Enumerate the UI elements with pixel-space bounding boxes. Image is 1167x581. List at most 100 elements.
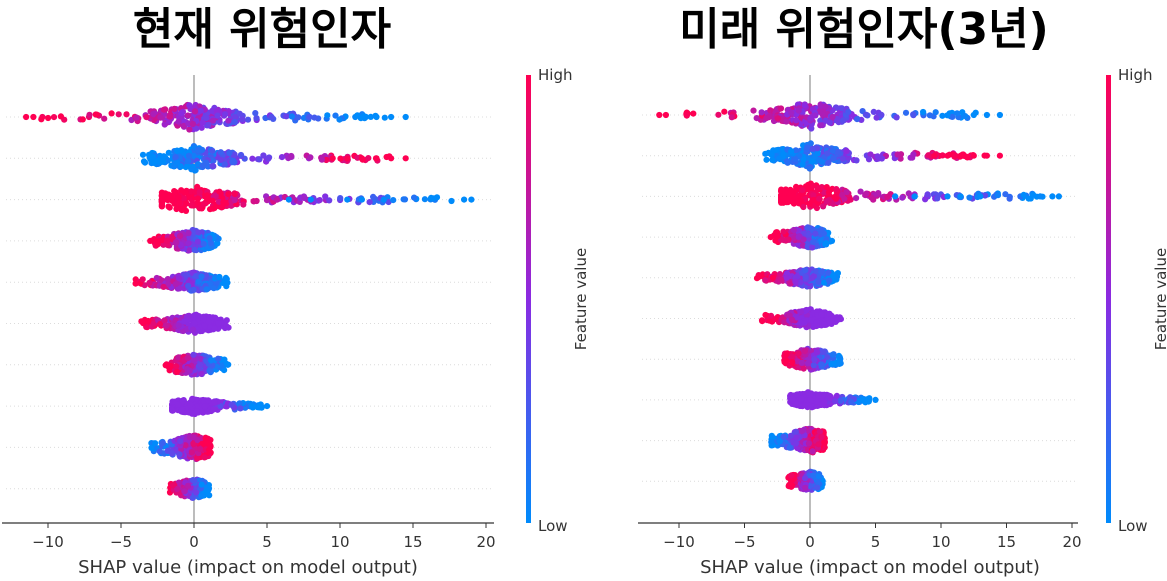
shap-point <box>123 111 130 118</box>
shap-point <box>157 320 164 328</box>
shap-point <box>354 112 361 119</box>
shap-point <box>788 109 795 116</box>
shap-point <box>878 111 885 118</box>
shap-point <box>181 318 188 325</box>
shap-point <box>160 283 167 290</box>
shap-point <box>169 450 176 457</box>
shap-point <box>326 197 333 204</box>
shap-point <box>221 356 228 363</box>
shap-point <box>204 408 211 415</box>
shap-point <box>925 152 932 159</box>
colorbar-high-label: High <box>538 66 572 84</box>
shap-point <box>172 154 179 161</box>
shap-point <box>402 155 409 162</box>
shap-point <box>201 403 209 410</box>
shap-point <box>862 111 870 118</box>
shap-point <box>268 113 275 120</box>
shap-point <box>839 191 846 199</box>
shap-point <box>197 107 204 114</box>
shap-point <box>221 161 228 168</box>
colorbar <box>526 75 531 523</box>
shap-point <box>358 196 365 203</box>
shap-point <box>853 116 861 123</box>
shap-point <box>159 440 166 447</box>
shap-point <box>792 156 799 163</box>
shap-point <box>789 359 796 366</box>
shap-point <box>194 195 201 202</box>
shap-point <box>169 406 176 413</box>
shap-point <box>283 113 290 120</box>
shap-point <box>790 226 797 234</box>
shap-point <box>843 188 850 196</box>
shap-point <box>216 188 223 195</box>
shap-point <box>147 237 154 244</box>
shap-point <box>249 403 256 410</box>
shap-point <box>834 317 841 324</box>
shap-point <box>201 200 208 207</box>
shap-point <box>197 362 204 369</box>
shap-point <box>818 226 825 233</box>
shap-point <box>176 451 183 458</box>
shap-point <box>198 492 205 499</box>
shap-point <box>239 116 246 123</box>
shap-point <box>209 107 216 114</box>
shap-point <box>190 356 197 364</box>
shap-point <box>223 403 230 410</box>
shap-point <box>189 395 196 402</box>
shap-point <box>380 196 387 203</box>
shap-point <box>301 194 308 202</box>
shap-point <box>188 449 195 456</box>
shap-point <box>168 192 176 200</box>
shap-point <box>171 188 178 195</box>
shap-point <box>228 202 235 209</box>
shap-point <box>173 239 180 247</box>
shap-point <box>209 147 216 154</box>
shap-point <box>178 406 186 413</box>
shap-point <box>185 120 192 127</box>
shap-point <box>229 159 236 166</box>
shap-point <box>411 194 418 201</box>
shap-point <box>789 198 797 206</box>
shap-point <box>190 434 197 441</box>
shap-point <box>805 181 812 188</box>
shap-point <box>203 286 210 293</box>
shap-point <box>797 114 804 121</box>
shap-point <box>808 125 815 132</box>
shap-point <box>818 268 825 275</box>
shap-point <box>778 198 785 205</box>
shap-point <box>166 113 174 120</box>
shap-point <box>263 197 271 204</box>
shap-point <box>818 158 825 165</box>
shap-point <box>970 111 977 119</box>
shap-point <box>762 277 769 284</box>
shap-point <box>79 116 86 123</box>
shap-point <box>857 188 864 195</box>
shap-point <box>167 362 174 370</box>
shap-point <box>220 199 227 206</box>
shap-point <box>807 140 814 147</box>
shap-point <box>139 276 146 283</box>
shap-point <box>388 113 395 121</box>
shap-point <box>252 110 259 117</box>
shap-point <box>188 166 195 173</box>
shap-point <box>819 111 826 118</box>
shap-point <box>250 198 257 205</box>
shap-point <box>804 144 811 151</box>
shap-point <box>225 191 232 198</box>
shap-point <box>203 115 210 122</box>
shap-point <box>231 119 238 126</box>
shap-point <box>189 477 197 484</box>
shap-point <box>160 106 168 113</box>
shap-point <box>656 111 663 119</box>
shap-point <box>996 111 1003 119</box>
shap-point <box>231 191 238 198</box>
shap-point <box>690 110 697 117</box>
shap-point <box>769 156 776 163</box>
shap-point <box>865 396 872 403</box>
shap-point <box>156 448 163 455</box>
shap-point <box>228 401 235 408</box>
shap-point <box>212 192 219 199</box>
shap-point <box>323 156 330 164</box>
shap-point <box>226 149 233 157</box>
shap-point <box>830 200 837 207</box>
